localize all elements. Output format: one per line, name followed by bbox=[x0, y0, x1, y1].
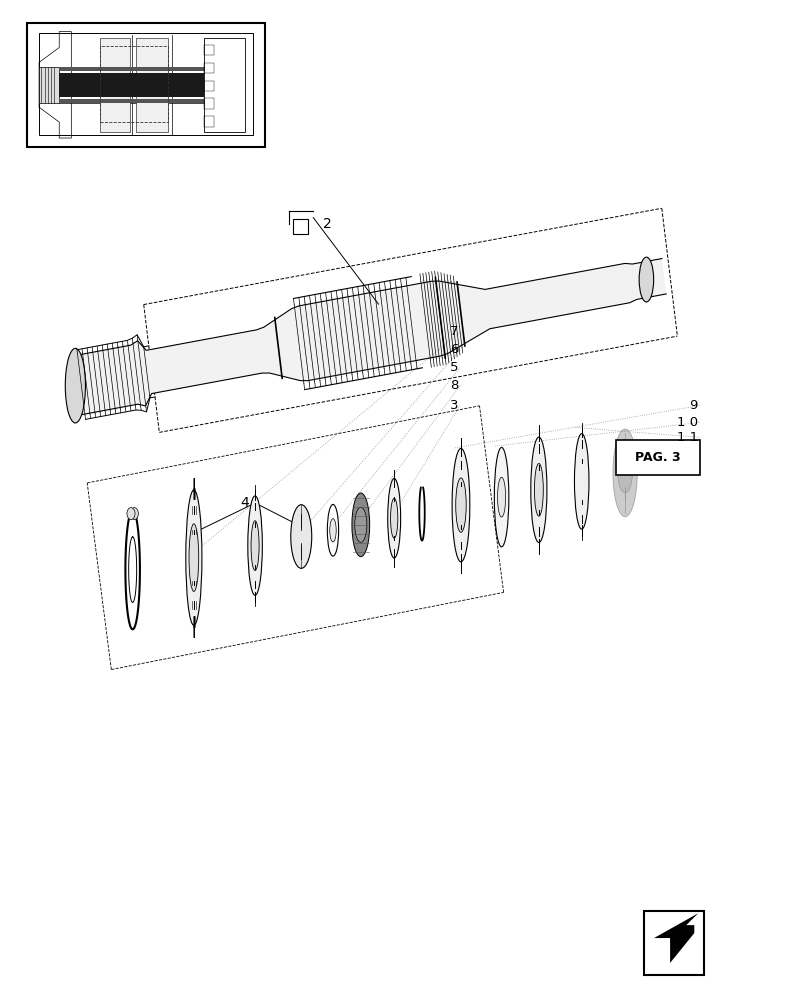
Ellipse shape bbox=[455, 478, 466, 532]
Polygon shape bbox=[653, 913, 697, 963]
Bar bbox=[27, 23, 264, 147]
Bar bbox=[204, 38, 244, 132]
Ellipse shape bbox=[290, 505, 311, 568]
Ellipse shape bbox=[189, 524, 199, 591]
Ellipse shape bbox=[534, 463, 543, 516]
Polygon shape bbox=[71, 259, 665, 415]
Ellipse shape bbox=[127, 508, 135, 520]
Bar bbox=[204, 45, 214, 55]
Bar bbox=[204, 116, 214, 127]
Bar bbox=[100, 46, 168, 122]
Text: 1 1: 1 1 bbox=[676, 431, 697, 444]
Ellipse shape bbox=[530, 437, 547, 543]
Text: 7: 7 bbox=[449, 325, 458, 338]
Text: 2: 2 bbox=[323, 217, 331, 231]
Bar bbox=[204, 81, 214, 91]
Ellipse shape bbox=[388, 478, 400, 558]
Bar bbox=[204, 63, 214, 73]
Ellipse shape bbox=[251, 521, 259, 570]
Text: PAG. 3: PAG. 3 bbox=[634, 451, 680, 464]
Bar bbox=[59, 73, 204, 97]
Ellipse shape bbox=[612, 429, 637, 517]
Ellipse shape bbox=[351, 493, 369, 557]
Ellipse shape bbox=[329, 519, 336, 542]
Bar bbox=[100, 38, 130, 132]
Bar bbox=[59, 67, 204, 71]
Ellipse shape bbox=[494, 447, 508, 547]
Ellipse shape bbox=[130, 508, 138, 520]
Bar bbox=[59, 99, 204, 103]
Ellipse shape bbox=[497, 477, 505, 517]
Text: 1 0: 1 0 bbox=[676, 416, 697, 429]
Bar bbox=[643, 911, 703, 975]
Ellipse shape bbox=[573, 434, 588, 529]
Ellipse shape bbox=[327, 504, 338, 556]
Ellipse shape bbox=[390, 498, 397, 538]
Bar bbox=[204, 98, 214, 109]
Ellipse shape bbox=[354, 507, 367, 542]
Ellipse shape bbox=[65, 348, 85, 423]
Bar bbox=[615, 440, 700, 475]
Ellipse shape bbox=[247, 496, 262, 595]
Ellipse shape bbox=[452, 448, 470, 562]
Ellipse shape bbox=[617, 453, 632, 493]
Text: 9: 9 bbox=[689, 399, 697, 412]
Text: 6: 6 bbox=[449, 343, 458, 356]
Text: 5: 5 bbox=[449, 361, 458, 374]
Bar bbox=[293, 219, 307, 234]
Text: 3: 3 bbox=[449, 399, 458, 412]
Bar bbox=[39, 67, 59, 103]
Ellipse shape bbox=[638, 257, 653, 302]
Text: 8: 8 bbox=[449, 379, 458, 392]
Text: 4: 4 bbox=[240, 496, 248, 510]
Bar bbox=[135, 38, 168, 132]
Bar bbox=[39, 33, 252, 135]
Ellipse shape bbox=[186, 490, 202, 625]
